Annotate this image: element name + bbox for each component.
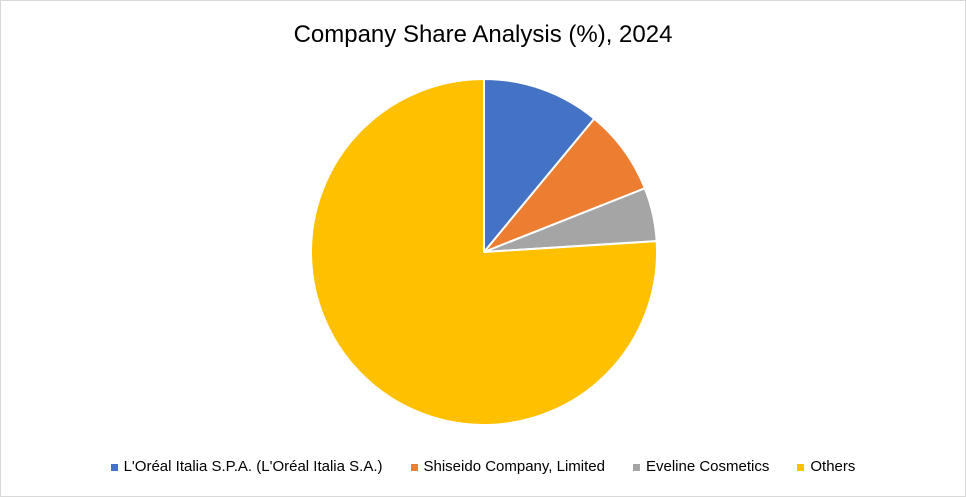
legend-swatch-eveline bbox=[632, 463, 640, 471]
legend-label-shiseido: Shiseido Company, Limited bbox=[423, 458, 605, 475]
legend-item-eveline: Eveline Cosmetics bbox=[632, 457, 770, 477]
legend-item-loreal: L'Oréal Italia S.P.A. (L'Oréal Italia S.… bbox=[110, 457, 383, 477]
legend-item-others: Others bbox=[797, 457, 855, 477]
legend: L'Oréal Italia S.P.A. (L'Oréal Italia S.… bbox=[1, 457, 965, 477]
legend-item-shiseido: Shiseido Company, Limited bbox=[410, 457, 605, 477]
legend-swatch-loreal bbox=[110, 463, 118, 471]
legend-label-eveline: Eveline Cosmetics bbox=[645, 458, 770, 475]
slice-loreal bbox=[483, 78, 596, 253]
chart-title: Company Share Analysis (%), 2024 bbox=[293, 21, 673, 48]
legend-swatch-others bbox=[797, 463, 805, 471]
legend-label-others: Others bbox=[810, 458, 856, 475]
slice-others bbox=[310, 78, 658, 426]
legend-label-loreal: L'Oréal Italia S.P.A. (L'Oréal Italia S.… bbox=[123, 458, 383, 475]
legend-swatch-shiseido bbox=[410, 463, 418, 471]
